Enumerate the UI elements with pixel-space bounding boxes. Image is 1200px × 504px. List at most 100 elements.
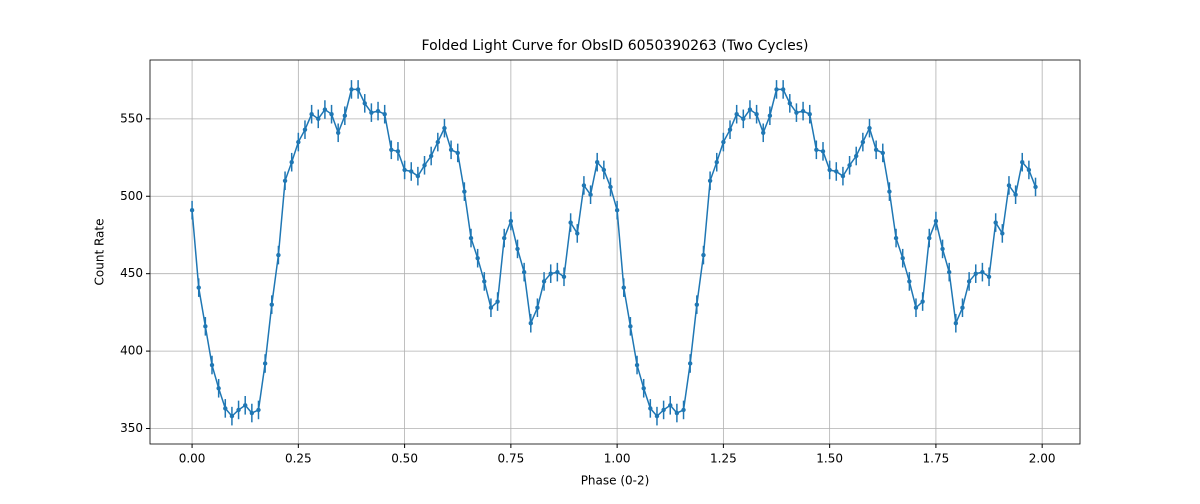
point bbox=[707, 178, 713, 183]
point bbox=[714, 159, 719, 165]
point bbox=[495, 299, 500, 304]
point bbox=[329, 111, 334, 117]
point bbox=[907, 279, 912, 284]
point bbox=[355, 87, 361, 92]
x-tick-label: 1.00 bbox=[604, 452, 631, 466]
point bbox=[282, 178, 288, 183]
x-tick-label: 0.75 bbox=[498, 452, 525, 466]
point bbox=[236, 407, 241, 413]
point bbox=[807, 111, 812, 117]
point bbox=[256, 407, 261, 413]
point bbox=[548, 271, 553, 276]
chart-title: Folded Light Curve for ObsID 6050390263 … bbox=[422, 38, 809, 54]
point bbox=[674, 410, 680, 416]
point bbox=[827, 167, 832, 173]
point bbox=[927, 235, 932, 241]
point bbox=[654, 413, 660, 419]
x-tick-label: 1.75 bbox=[923, 452, 950, 466]
point bbox=[442, 125, 447, 131]
point bbox=[289, 159, 294, 165]
x-tick-label: 1.25 bbox=[710, 452, 737, 466]
point bbox=[681, 407, 686, 413]
y-tick-label: 550 bbox=[120, 111, 143, 125]
point bbox=[668, 403, 673, 408]
point bbox=[568, 220, 573, 225]
point bbox=[634, 362, 640, 368]
point bbox=[502, 235, 507, 241]
point bbox=[860, 139, 866, 145]
point bbox=[960, 305, 965, 310]
point bbox=[867, 125, 872, 131]
point bbox=[986, 274, 992, 279]
point bbox=[628, 324, 633, 329]
y-axis-label: Count Rate bbox=[93, 219, 107, 286]
point bbox=[980, 269, 985, 275]
point bbox=[409, 169, 414, 174]
point bbox=[834, 169, 839, 174]
point bbox=[342, 113, 348, 118]
plot-frame bbox=[149, 59, 1081, 445]
point bbox=[229, 413, 235, 419]
point bbox=[621, 285, 626, 290]
point bbox=[820, 149, 826, 154]
point bbox=[993, 220, 998, 225]
point bbox=[455, 150, 460, 156]
point bbox=[880, 150, 885, 156]
point bbox=[946, 269, 952, 275]
point bbox=[448, 147, 454, 153]
point bbox=[794, 110, 799, 115]
point bbox=[734, 111, 739, 117]
point bbox=[521, 269, 527, 275]
point bbox=[488, 305, 494, 310]
point bbox=[316, 116, 321, 122]
y-tick-label: 500 bbox=[120, 189, 143, 203]
point bbox=[575, 231, 580, 236]
point bbox=[1020, 159, 1025, 165]
point bbox=[189, 207, 195, 213]
point bbox=[269, 302, 274, 307]
point bbox=[422, 163, 427, 168]
point bbox=[687, 361, 693, 366]
point bbox=[601, 167, 607, 173]
point bbox=[608, 184, 613, 190]
point bbox=[435, 139, 441, 145]
point bbox=[369, 110, 374, 115]
point bbox=[873, 147, 879, 153]
point bbox=[774, 87, 779, 92]
point bbox=[196, 285, 201, 290]
point bbox=[787, 101, 793, 106]
x-tick-label: 0.00 bbox=[179, 452, 206, 466]
point bbox=[741, 116, 746, 122]
point bbox=[375, 108, 381, 114]
point bbox=[482, 279, 487, 284]
y-tick-label: 450 bbox=[120, 266, 143, 280]
point bbox=[1000, 231, 1005, 236]
point bbox=[209, 362, 215, 368]
point bbox=[747, 107, 753, 112]
x-tick-label: 2.00 bbox=[1029, 452, 1056, 466]
point bbox=[588, 192, 593, 197]
x-tick-label: 1.50 bbox=[816, 452, 843, 466]
point bbox=[727, 127, 733, 132]
point bbox=[515, 246, 520, 252]
point bbox=[754, 111, 759, 117]
point bbox=[428, 153, 434, 159]
point bbox=[887, 189, 892, 194]
point bbox=[920, 299, 925, 304]
point bbox=[940, 246, 945, 252]
point bbox=[415, 173, 421, 179]
point bbox=[335, 130, 341, 135]
point bbox=[309, 111, 314, 117]
point bbox=[1013, 192, 1018, 197]
point bbox=[648, 406, 653, 411]
point bbox=[475, 255, 480, 261]
point bbox=[641, 386, 646, 391]
point bbox=[966, 279, 972, 284]
point bbox=[913, 305, 919, 310]
point bbox=[508, 218, 514, 224]
point bbox=[223, 406, 228, 411]
x-tick-label: 0.50 bbox=[391, 452, 418, 466]
point bbox=[362, 101, 367, 106]
point bbox=[296, 139, 301, 145]
